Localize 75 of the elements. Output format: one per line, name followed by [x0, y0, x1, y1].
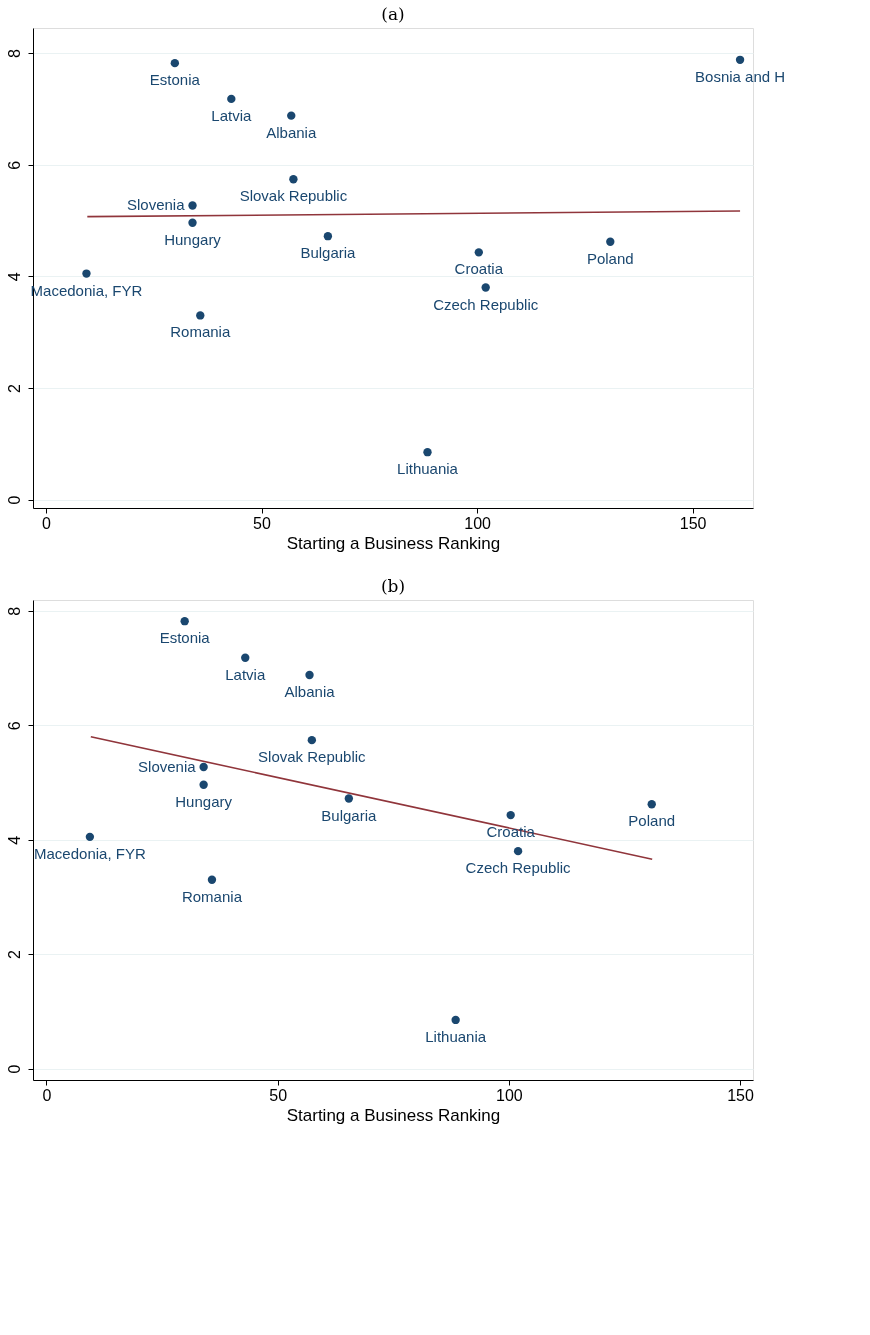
x-tick-label: 50 [269, 1086, 288, 1104]
annotation: Slovak Republic [239, 187, 348, 205]
annotation: Latvia [225, 665, 266, 683]
point [241, 653, 250, 662]
annotation: Albania [284, 682, 336, 700]
y-tick-label: 8 [5, 49, 23, 59]
point [287, 111, 296, 120]
point [423, 448, 432, 457]
point [305, 670, 314, 680]
point [289, 175, 298, 184]
point [85, 832, 95, 842]
annotation: Bulgaria [321, 806, 378, 824]
x-tick-label: 0 [42, 1086, 52, 1104]
annotation: Slovak Republic [258, 748, 367, 766]
annotation: Poland [628, 812, 676, 830]
point [180, 616, 189, 626]
point [199, 762, 208, 772]
chart-title: (a) [381, 4, 405, 24]
annotation: Romania [170, 323, 231, 341]
annotation: Czech Republic [433, 295, 539, 313]
y-tick-label: 0 [5, 495, 23, 505]
x-tick-label: 0 [41, 514, 51, 532]
annotation: Lithuania [425, 1027, 487, 1045]
point [188, 218, 197, 227]
y-tick-label: 6 [5, 160, 23, 170]
y-tick-label: 2 [5, 950, 23, 960]
chart-title: (b) [380, 576, 406, 596]
annotation: Slovenia [138, 758, 197, 776]
annotation: Croatia [454, 260, 504, 278]
y-tick-label: 2 [5, 383, 23, 393]
point [647, 800, 656, 809]
annotation: Poland [586, 249, 634, 267]
y-tick-label: 8 [5, 606, 23, 616]
x-tick-label: 50 [253, 514, 271, 532]
point [606, 237, 615, 246]
annotation: Slovenia [126, 196, 186, 214]
annotation: Bulgaria [300, 244, 357, 262]
point [227, 94, 236, 104]
annotation: Latvia [211, 106, 252, 124]
annotation: Lithuania [397, 460, 459, 478]
point [323, 232, 333, 241]
point [513, 846, 523, 856]
y-tick-label: 6 [5, 721, 23, 731]
x-tick-label: 150 [727, 1086, 754, 1104]
x-axis-title: Starting a Business Ranking [286, 1105, 501, 1125]
annotation: Hungary [164, 230, 222, 248]
point [207, 875, 217, 884]
point [188, 201, 197, 210]
x-axis-title: Starting a Business Ranking [286, 533, 501, 553]
point [451, 1015, 460, 1025]
annotation: Croatia [486, 823, 536, 841]
y-tick-label: 4 [5, 272, 23, 282]
point [481, 283, 490, 292]
x-tick-label: 150 [679, 514, 707, 532]
point [170, 58, 180, 68]
point [344, 794, 354, 803]
point [82, 269, 91, 278]
point [196, 311, 205, 320]
x-tick-label: 100 [464, 514, 492, 532]
point [307, 735, 317, 745]
annotation: Macedonia, FYR [34, 844, 146, 862]
point [199, 780, 208, 789]
annotation: Bosnia and H [695, 67, 786, 85]
y-tick-label: 4 [5, 835, 23, 845]
annotation: Estonia [149, 71, 201, 89]
point [506, 810, 515, 820]
annotation: Albania [266, 123, 317, 141]
annotation: Czech Republic [465, 859, 572, 877]
point [735, 55, 745, 64]
annotation: Hungary [175, 792, 233, 810]
point [474, 248, 483, 257]
y-tick-label: 0 [5, 1064, 23, 1074]
annotation: Romania [181, 887, 243, 905]
annotation: Estonia [159, 629, 211, 647]
x-tick-label: 100 [495, 1086, 523, 1104]
